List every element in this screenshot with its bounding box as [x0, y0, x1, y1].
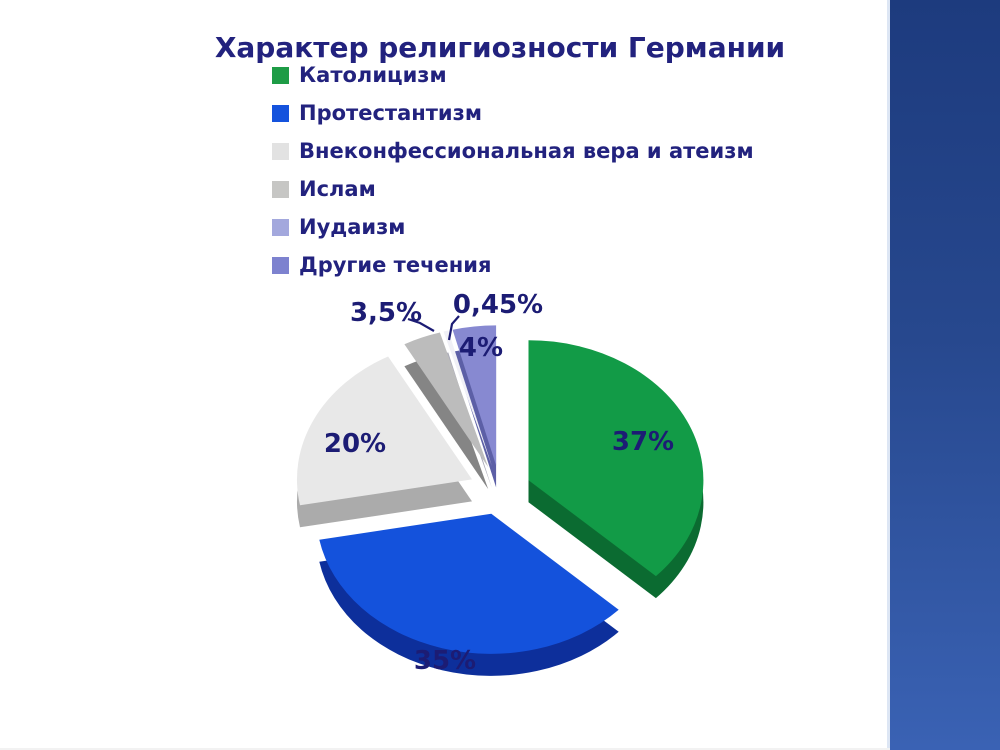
- legend-swatch: [272, 180, 289, 198]
- legend-item-3: Ислам: [272, 170, 754, 208]
- slice-label-1: 35%: [414, 646, 476, 676]
- legend-item-4: Иудаизм: [272, 208, 754, 246]
- legend-label: Другие течения: [299, 253, 492, 277]
- legend-label: Католицизм: [299, 63, 447, 87]
- legend-swatch: [272, 256, 289, 274]
- legend-label: Ислам: [299, 177, 376, 201]
- slice-label-3: 3,5%: [350, 298, 422, 328]
- slice-label-0: 37%: [612, 427, 674, 457]
- pie-slice-1: [319, 513, 619, 654]
- pie-slice-3: [404, 332, 489, 468]
- slice-label-4: 0,45%: [453, 290, 543, 320]
- slice-label-leader-3: [407, 317, 435, 332]
- legend-item-0: Католицизм: [272, 56, 754, 94]
- legend-label: Иудаизм: [299, 215, 406, 239]
- legend-item-5: Другие течения: [272, 246, 754, 284]
- legend-item-2: Внеконфессиональная вера и атеизм: [272, 132, 754, 170]
- pie-slice-side-3: [404, 354, 489, 490]
- legend-item-1: Протестантизм: [272, 94, 754, 132]
- legend-label: Протестантизм: [299, 101, 483, 125]
- legend-label: Внеконфессиональная вера и атеизм: [299, 139, 754, 163]
- legend-swatch: [272, 66, 289, 84]
- chart-legend: Католицизм Протестантизм Внеконфессиональн…: [272, 56, 754, 284]
- slice-label-2: 20%: [324, 429, 386, 459]
- legend-swatch: [272, 142, 289, 160]
- slide-bottom-edge: [0, 748, 890, 750]
- pie-slice-2: [296, 356, 472, 506]
- pie-slice-5: [452, 325, 497, 466]
- legend-swatch: [272, 218, 289, 236]
- chart-title: Характер религиозности Германии: [214, 30, 786, 64]
- pie-slice-0: [528, 340, 704, 577]
- slice-label-leader-4: [447, 315, 460, 341]
- legend-swatch: [272, 104, 289, 122]
- slide-right-border-bar: [887, 0, 1000, 750]
- slice-label-5: 4%: [459, 333, 503, 363]
- pie-slice-4: [443, 330, 492, 467]
